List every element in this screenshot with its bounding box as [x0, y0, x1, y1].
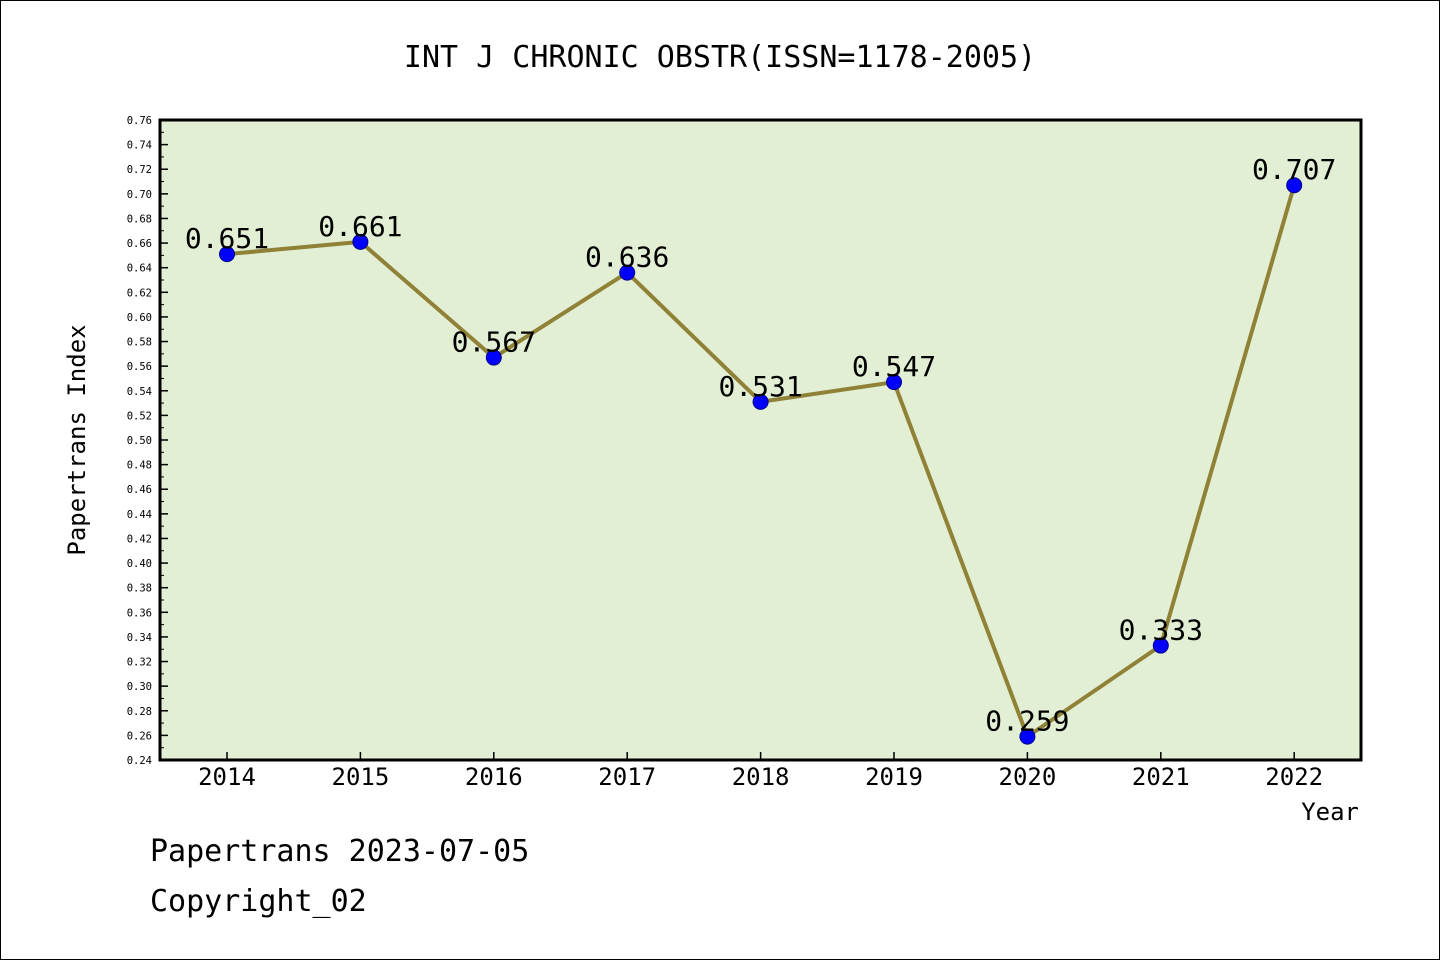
y-tick-label: 0.72 — [127, 164, 152, 176]
footer-copyright: Copyright_02 — [150, 884, 367, 919]
data-point — [485, 349, 502, 366]
data-label: 0.636 — [585, 241, 669, 274]
x-tick-label: 2014 — [198, 763, 256, 791]
data-label: 0.259 — [985, 705, 1069, 738]
y-axis-label: Papertrans Index — [63, 324, 91, 555]
x-tick-label: 2020 — [999, 763, 1057, 791]
x-tick-label: 2019 — [865, 763, 923, 791]
data-label: 0.333 — [1119, 614, 1203, 647]
data-point — [1286, 177, 1303, 194]
y-tick-label: 0.64 — [127, 263, 152, 275]
data-point — [619, 264, 636, 281]
x-axis-label: Year — [1301, 798, 1359, 826]
y-tick-label: 0.44 — [127, 509, 152, 521]
data-label: 0.651 — [185, 222, 269, 255]
y-tick-label: 0.38 — [127, 583, 152, 595]
y-tick-label: 0.46 — [127, 484, 152, 496]
y-tick-label: 0.52 — [127, 410, 152, 422]
data-label: 0.567 — [452, 326, 536, 359]
y-tick-label: 0.48 — [127, 460, 152, 472]
y-tick-label: 0.54 — [127, 386, 152, 398]
x-tick-label: 2022 — [1265, 763, 1323, 791]
data-point — [219, 246, 235, 263]
data-point — [1152, 637, 1169, 654]
x-tick-label: 2017 — [598, 763, 656, 791]
x-tick-label: 2016 — [465, 763, 523, 791]
y-tick-label: 0.58 — [127, 337, 152, 349]
data-labels: 0.651 0.661 0.567 0.636 0.531 0.547 0.259 0.333… — [185, 153, 1336, 737]
x-tick-label: 2015 — [332, 763, 390, 791]
y-tick-label: 0.42 — [127, 533, 152, 545]
y-tick-label: 0.50 — [127, 435, 152, 447]
data-markers — [219, 177, 1303, 745]
y-tick-label: 0.76 — [127, 115, 152, 127]
x-tick-label: 2021 — [1132, 763, 1190, 791]
y-tick-label: 0.62 — [127, 287, 152, 299]
y-tick-label: 0.40 — [127, 558, 152, 570]
y-tick-label: 0.32 — [127, 657, 152, 669]
data-label: 0.547 — [852, 350, 936, 383]
data-point — [1019, 728, 1036, 745]
x-tick-label: 2018 — [732, 763, 790, 791]
data-point — [886, 374, 902, 391]
y-tick-label: 0.68 — [127, 213, 152, 225]
y-axis: 0.24 0.26 0.28 0.30 0.32 0.34 0.36 0.38 0.40 0.42… — [127, 115, 168, 767]
chart-title: INT J CHRONIC OBSTR(ISSN=1178-2005) — [404, 40, 1036, 75]
y-tick-label: 0.30 — [127, 681, 152, 693]
footer-stamp: Papertrans 2023-07-05 — [150, 834, 530, 869]
y-tick-label: 0.26 — [127, 730, 152, 742]
y-tick-label: 0.56 — [127, 361, 152, 373]
data-point — [352, 233, 369, 250]
data-label: 0.661 — [318, 210, 402, 243]
y-tick-label: 0.66 — [127, 238, 152, 250]
data-label: 0.531 — [718, 370, 802, 403]
data-point — [752, 393, 769, 410]
y-tick-label: 0.34 — [127, 632, 152, 644]
y-tick-label: 0.28 — [127, 706, 152, 718]
y-tick-label: 0.36 — [127, 607, 152, 619]
y-tick-label: 0.24 — [127, 755, 152, 767]
x-axis: 2014 2015 2016 2017 2018 2019 2020 2021 2022 — [198, 752, 1323, 791]
y-tick-label: 0.70 — [127, 189, 152, 201]
data-label: 0.707 — [1252, 153, 1336, 186]
y-tick-label: 0.74 — [127, 140, 152, 152]
y-tick-label: 0.60 — [127, 312, 152, 324]
